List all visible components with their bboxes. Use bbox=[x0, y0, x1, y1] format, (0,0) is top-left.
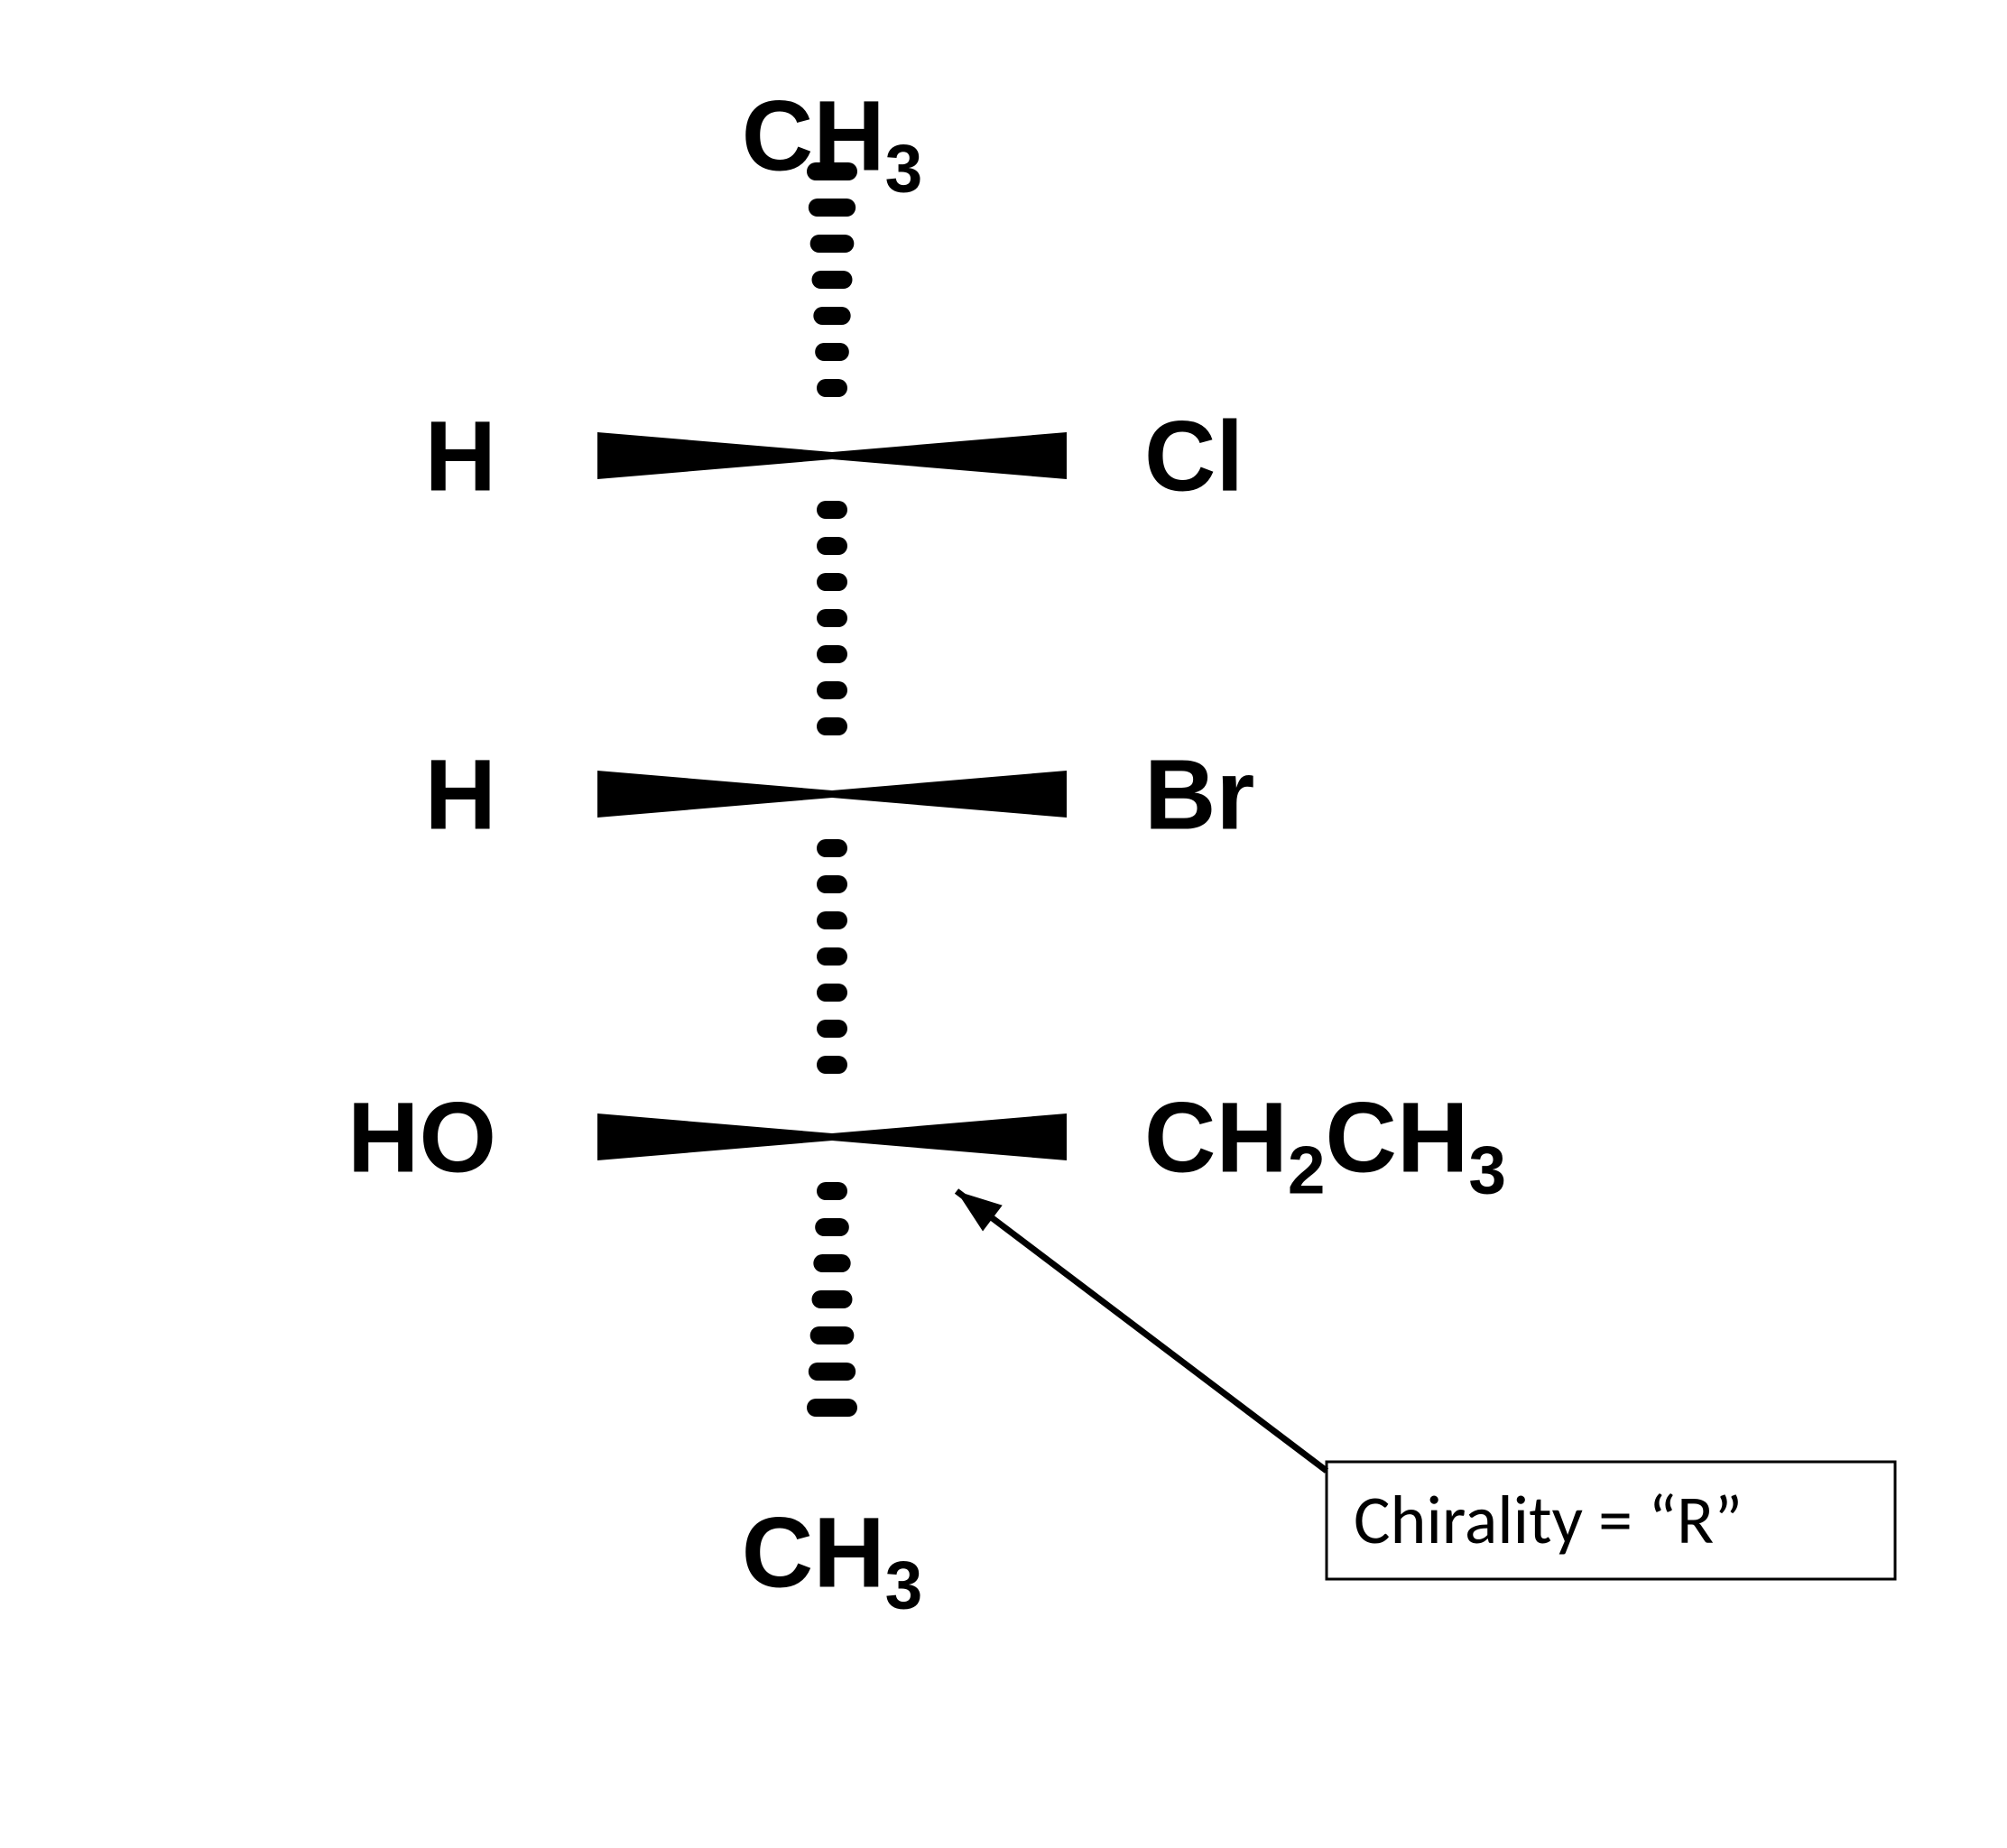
dash-segment bbox=[817, 911, 847, 929]
dash-segment bbox=[817, 984, 847, 1002]
substituent-left-1: H bbox=[425, 740, 496, 851]
dash-segment bbox=[817, 1056, 847, 1074]
substituent-right-2: CH2CH3 bbox=[1144, 1083, 1506, 1208]
bottom-group-label: CH3 bbox=[742, 1498, 923, 1623]
substituent-left-0: H bbox=[425, 402, 496, 513]
top-group-label: CH3 bbox=[742, 81, 923, 207]
dash-segment bbox=[813, 1254, 850, 1272]
dash-segment bbox=[812, 1290, 853, 1308]
annotation-arrow-head bbox=[957, 1191, 1003, 1232]
dash-segment bbox=[817, 875, 847, 893]
annotation-arrow-shaft bbox=[957, 1191, 1327, 1471]
dash-segment bbox=[817, 1020, 847, 1038]
substituent-left-2: HO bbox=[347, 1083, 496, 1194]
dash-segment bbox=[810, 235, 855, 253]
dash-segment bbox=[809, 199, 856, 217]
dash-segment bbox=[815, 1218, 849, 1236]
chirality-annotation-text: Chirality = “R” bbox=[1354, 1479, 1743, 1562]
substituent-right-0: Cl bbox=[1144, 402, 1244, 513]
dash-segment bbox=[809, 1363, 856, 1381]
dash-segment bbox=[817, 1182, 847, 1200]
wedge-right bbox=[832, 1113, 1067, 1160]
wedge-left bbox=[597, 432, 832, 479]
substituent-right-1: Br bbox=[1144, 740, 1254, 851]
dash-segment bbox=[813, 307, 850, 325]
dash-segment bbox=[817, 645, 847, 663]
dash-segment bbox=[817, 609, 847, 627]
dash-segment bbox=[817, 717, 847, 735]
wedge-left bbox=[597, 1113, 832, 1160]
dash-segment bbox=[817, 839, 847, 857]
dash-segment bbox=[817, 947, 847, 966]
wedge-right bbox=[832, 432, 1067, 479]
dash-segment bbox=[817, 681, 847, 699]
dash-segment bbox=[807, 1399, 857, 1417]
dash-segment bbox=[812, 271, 853, 289]
dash-segment bbox=[815, 343, 849, 361]
wedge-left bbox=[597, 771, 832, 818]
dash-segment bbox=[810, 1326, 855, 1344]
dash-segment bbox=[817, 379, 847, 397]
wedge-right bbox=[832, 771, 1067, 818]
dash-segment bbox=[817, 501, 847, 519]
dash-segment bbox=[817, 537, 847, 555]
dash-segment bbox=[817, 573, 847, 591]
